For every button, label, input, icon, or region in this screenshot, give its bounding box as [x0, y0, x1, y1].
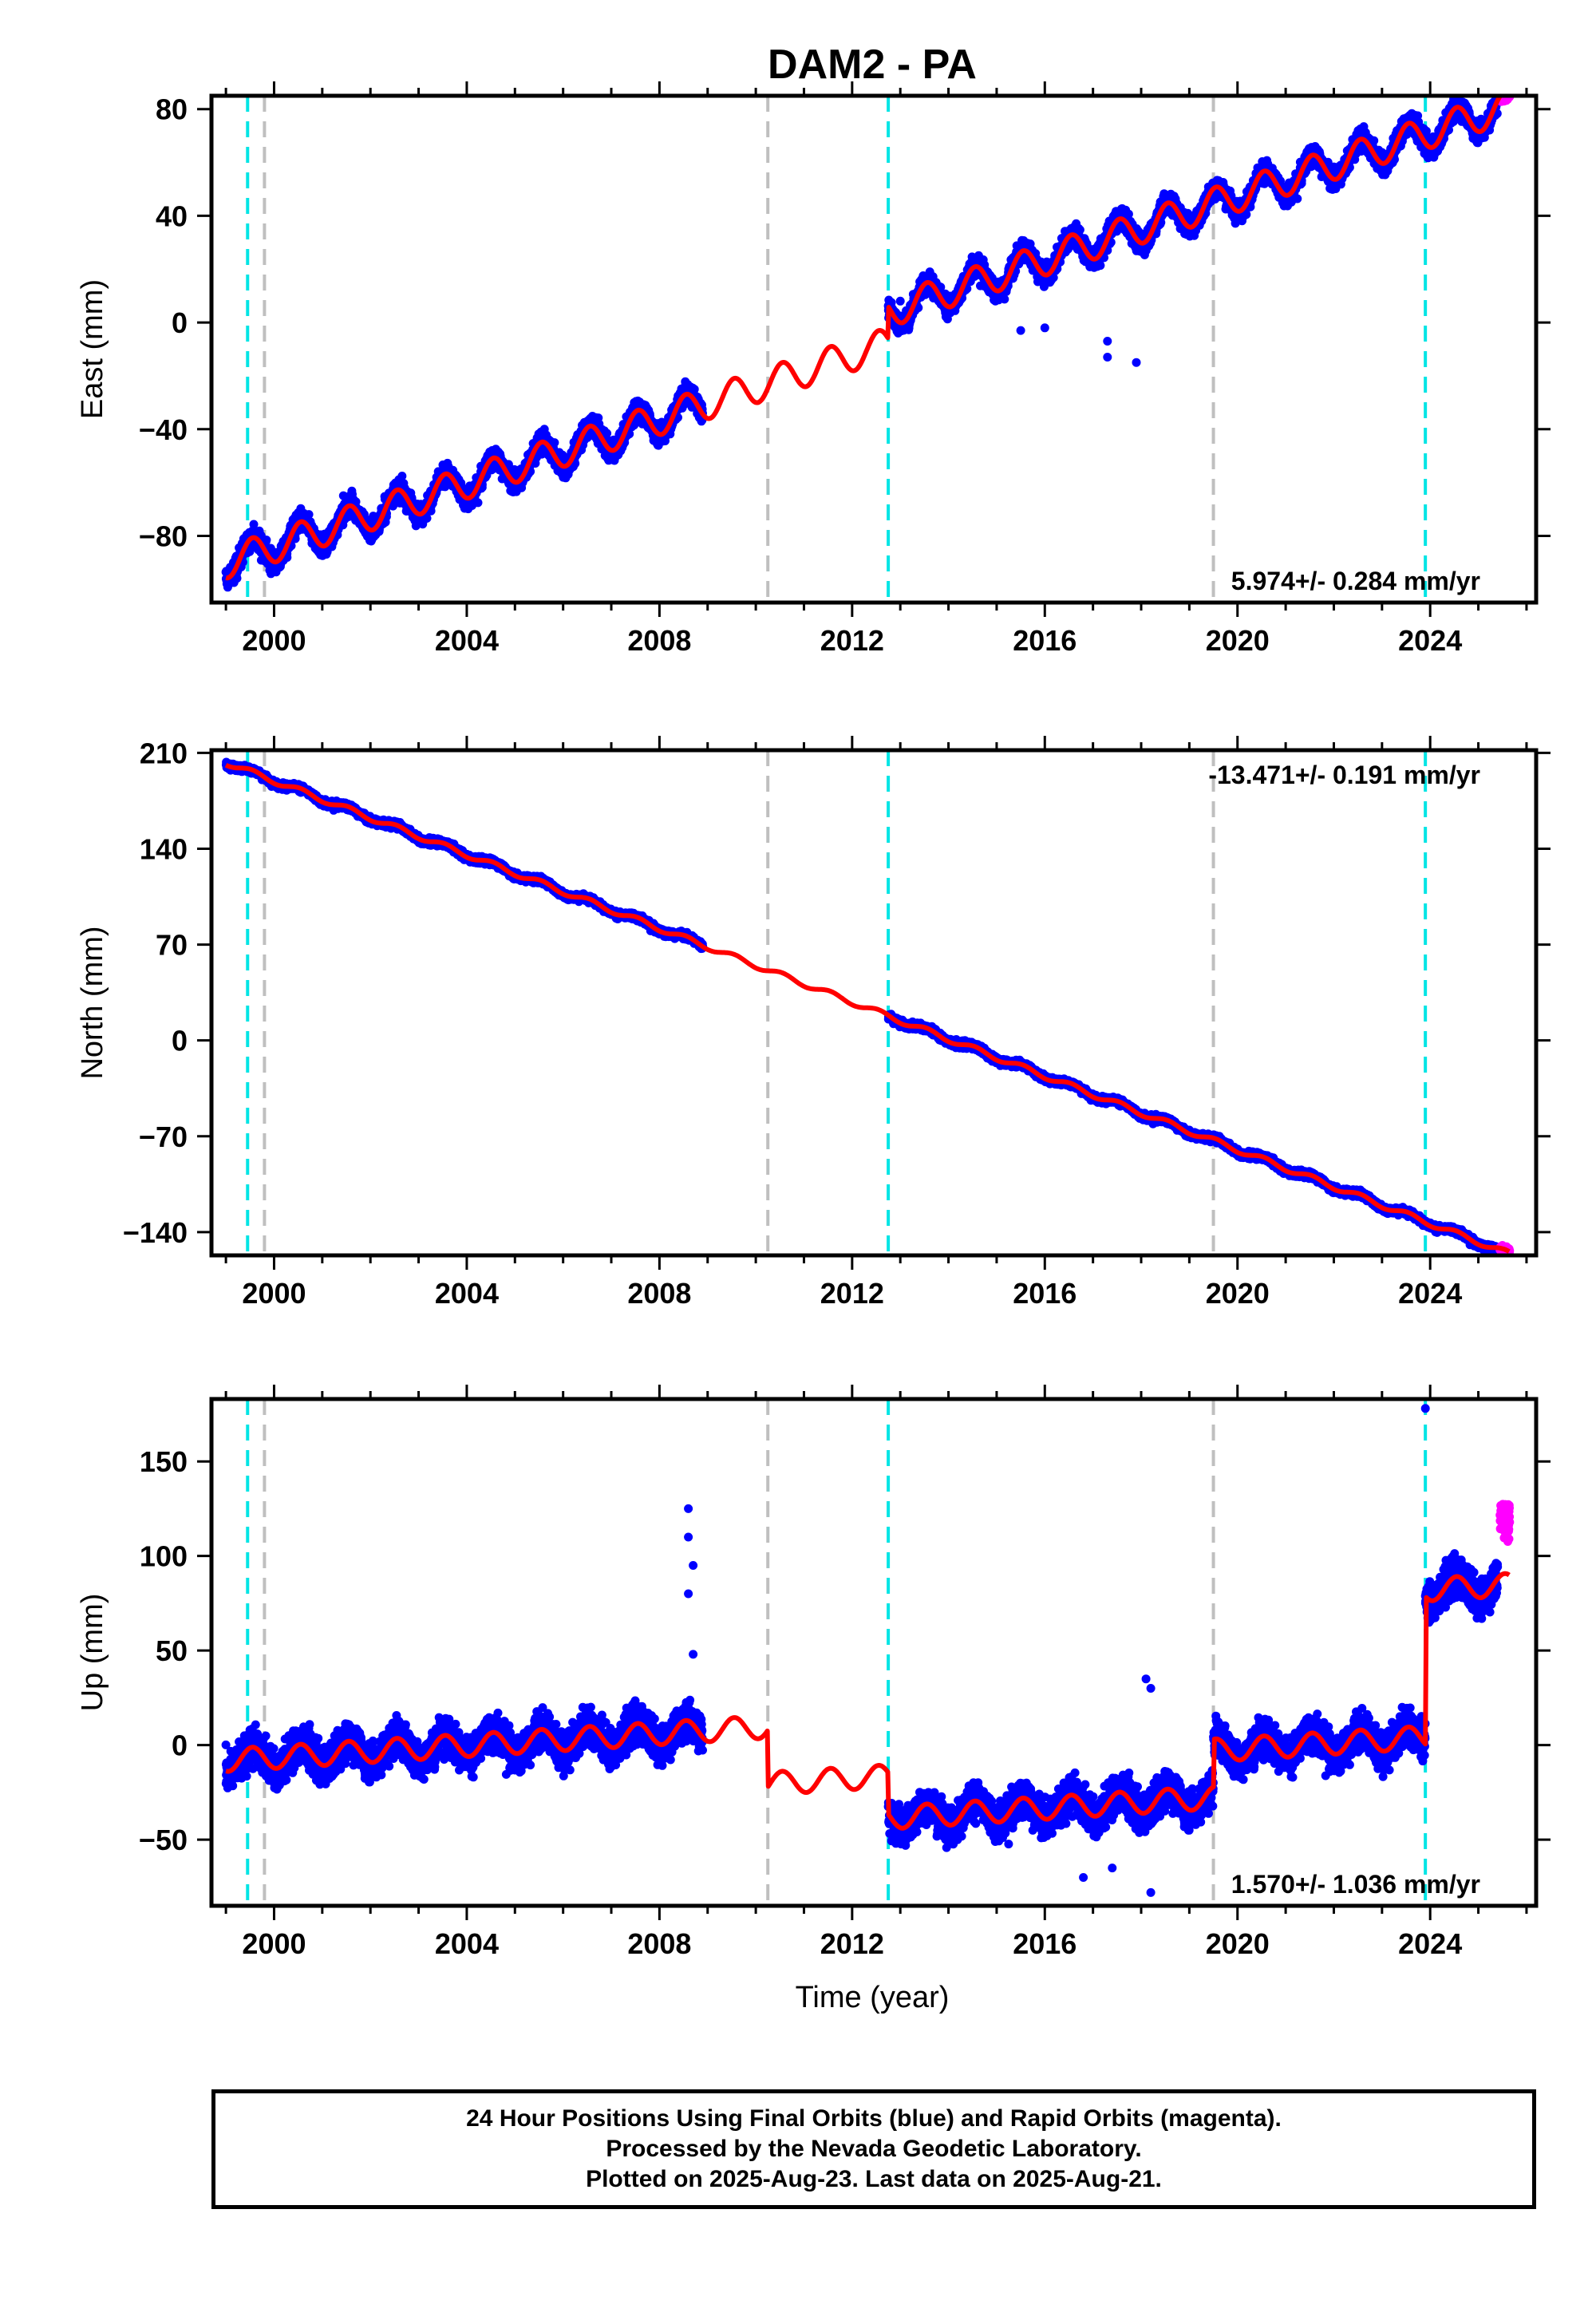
- rate-label-up: 1.570+/- 1.036 mm/yr: [1231, 1870, 1480, 1899]
- x-tick-label: 2004: [435, 624, 499, 657]
- rate-label-east: 5.974+/- 0.284 mm/yr: [1231, 567, 1480, 595]
- model-fit-line-up: [224, 1571, 1511, 1831]
- y-tick-label: 50: [156, 1634, 188, 1667]
- x-tick-label: 2020: [1206, 624, 1270, 657]
- panel-frame-up: [209, 1397, 1539, 1908]
- x-tick-label: 2000: [242, 624, 306, 657]
- footer-line-plotted: Plotted on 2025-Aug-23. Last data on 202…: [586, 2166, 1162, 2192]
- x-tick-label: 2008: [627, 1277, 691, 1310]
- y-tick-label: −70: [139, 1120, 188, 1153]
- footer-line-orbits: 24 Hour Positions Using Final Orbits (bl…: [466, 2105, 1282, 2132]
- plot-area-north: [221, 750, 1515, 1255]
- x-axis-label: Time (year): [796, 1981, 950, 2014]
- y-tick-label: 210: [140, 737, 188, 769]
- y-tick-label: −50: [139, 1824, 188, 1856]
- x-tick-label: 2000: [242, 1277, 306, 1310]
- footer-caption-box: 24 Hour Positions Using Final Orbits (bl…: [211, 2089, 1536, 2209]
- panel-north: 2000 2004 2008 2012 2016 2020 2024 −140 −70 0 70 14…: [76, 736, 1551, 1310]
- x-tick-label: 2004: [435, 1927, 499, 1960]
- x-tick-label: 2020: [1206, 1927, 1270, 1960]
- panel-frame-east: [209, 93, 1539, 605]
- footer-line-processed: Processed by the Nevada Geodetic Laborat…: [606, 2136, 1142, 2162]
- rapid-orbit-points-up: [1495, 1500, 1515, 1546]
- chart-title: DAM2 - PA: [768, 41, 977, 88]
- rapid-orbit-points-east: [1495, 96, 1515, 106]
- y-tick-label: 80: [156, 93, 188, 126]
- final-orbit-points-up: [221, 1404, 1503, 1897]
- x-tick-label: 2000: [242, 1927, 306, 1960]
- y-tick-label: −40: [139, 413, 188, 446]
- y-tick-label: 40: [156, 200, 188, 232]
- x-tick-label: 2008: [627, 624, 691, 657]
- panel-up: 2000 2004 2008 2012 2016 2020 2024 −50 0 50 100 150…: [76, 1385, 1551, 1960]
- x-tick-label: 2024: [1398, 1277, 1462, 1310]
- y-axis-label-north: North (mm): [76, 926, 109, 1079]
- x-tick-label: 2004: [435, 1277, 499, 1310]
- x-tick-label: 2012: [820, 624, 884, 657]
- x-tick-label: 2024: [1398, 1927, 1462, 1960]
- panel-frame-north: [209, 748, 1539, 1258]
- panel-east: 2000 2004 2008 2012 2016 2020 2024 −80 −40 0 40 80 E…: [76, 81, 1551, 657]
- plot-area-east: [221, 96, 1515, 603]
- x-tick-label: 2008: [627, 1927, 691, 1960]
- x-tick-label: 2024: [1398, 624, 1462, 657]
- x-tick-label: 2020: [1206, 1277, 1270, 1310]
- model-fit-line-east: [224, 96, 1503, 581]
- x-tick-label: 2016: [1013, 624, 1077, 657]
- y-tick-label: −140: [123, 1216, 188, 1249]
- y-tick-label: 0: [172, 1729, 188, 1762]
- y-tick-label: 0: [172, 1025, 188, 1057]
- x-tick-label: 2012: [820, 1927, 884, 1960]
- y-tick-label: 100: [140, 1540, 188, 1573]
- x-tick-label: 2012: [820, 1277, 884, 1310]
- x-tick-label: 2016: [1013, 1927, 1077, 1960]
- y-axis-label-up: Up (mm): [76, 1594, 109, 1712]
- y-tick-label: 150: [140, 1445, 188, 1478]
- y-axis-label-east: East (mm): [76, 279, 109, 419]
- y-tick-label: −80: [139, 520, 188, 552]
- y-tick-label: 140: [140, 833, 188, 866]
- plot-area-up: [221, 1399, 1515, 1906]
- model-fit-line-north: [224, 763, 1511, 1254]
- rate-label-north: -13.471+/- 0.191 mm/yr: [1208, 761, 1480, 789]
- y-tick-label: 0: [172, 306, 188, 339]
- x-tick-label: 2016: [1013, 1277, 1077, 1310]
- y-tick-label: 70: [156, 929, 188, 962]
